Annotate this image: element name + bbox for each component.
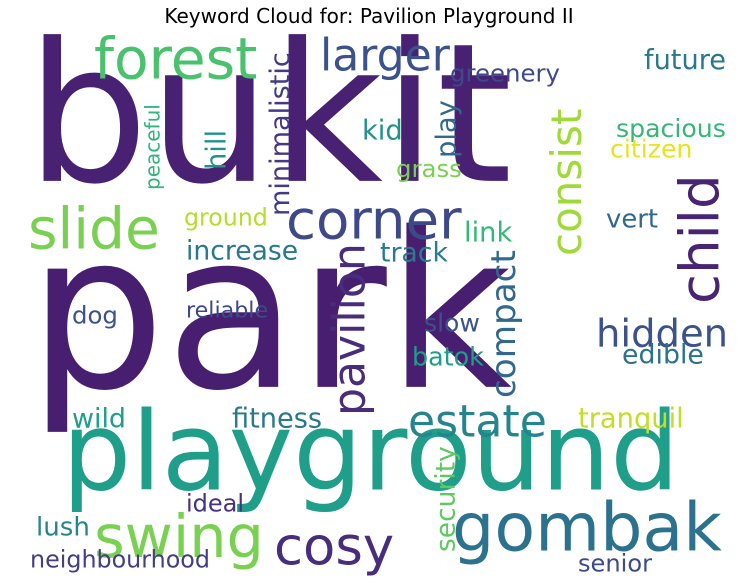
word-edible: edible xyxy=(622,339,704,370)
word-citizen: citizen xyxy=(610,135,692,164)
word-play: play xyxy=(431,100,462,158)
word-swing: swing xyxy=(94,502,264,571)
word-gombak: gombak xyxy=(452,488,722,566)
word-slide: slide xyxy=(28,196,160,262)
word-dog: dog xyxy=(72,300,118,329)
word-vert: vert xyxy=(606,204,658,234)
word-slow: slow xyxy=(424,308,480,337)
word-kid: kid xyxy=(362,115,403,146)
word-hidden: hidden xyxy=(596,311,728,356)
word-child: child xyxy=(668,174,732,304)
word-larger: larger xyxy=(320,30,451,81)
word-track: track xyxy=(380,237,448,268)
word-fitness: fitness xyxy=(232,403,322,434)
word-link: link xyxy=(464,217,512,248)
word-bukit: bukit xyxy=(26,2,512,227)
word-neighbourhood: neighbourhood xyxy=(30,545,210,573)
word-ideal: ideal xyxy=(186,489,244,517)
word-security: security xyxy=(431,446,462,552)
word-forest: forest xyxy=(94,26,257,92)
word-playground: playground xyxy=(62,388,680,515)
word-minimalistic: minimalistic xyxy=(265,52,296,216)
word-pavilion: pavilion xyxy=(324,243,375,416)
word-tranquil: tranquil xyxy=(578,403,684,434)
word-batok: batok xyxy=(412,341,484,371)
word-cosy: cosy xyxy=(274,517,394,578)
word-peaceful: peaceful xyxy=(140,104,164,190)
word-corner: corner xyxy=(286,188,462,252)
word-spacious: spacious xyxy=(616,114,726,143)
chart-title: Keyword Cloud for: Pavilion Playground I… xyxy=(164,4,574,28)
word-greenery: greenery xyxy=(450,58,560,87)
word-estate: estate xyxy=(408,396,547,447)
word-reliable: reliable xyxy=(186,297,268,323)
word-consist: consist xyxy=(542,109,591,256)
word-increase: increase xyxy=(186,235,298,266)
word-ground: ground xyxy=(184,203,268,231)
word-senior: senior xyxy=(578,550,652,578)
word-future: future xyxy=(644,45,726,76)
word-wild: wild xyxy=(72,403,126,434)
word-grass: grass xyxy=(396,154,462,183)
word-park: park xyxy=(28,187,512,439)
word-lush: lush xyxy=(36,512,90,542)
word-hill: hill xyxy=(201,130,232,170)
word-compact: compact xyxy=(484,250,524,398)
